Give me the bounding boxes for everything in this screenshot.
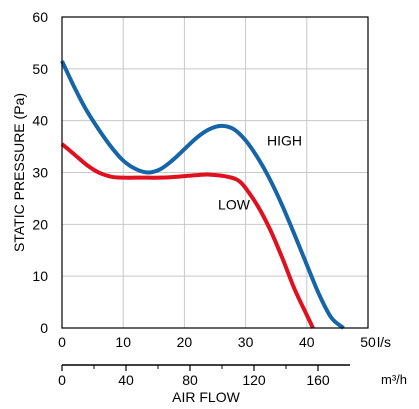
y-tick-label: 20 [32, 216, 48, 232]
x-axis-tick-labels: 0 10 20 30 40 50 [58, 334, 376, 350]
y-tick-label: 30 [32, 165, 48, 181]
annotation-low: LOW [218, 197, 251, 213]
y-tick-label: 60 [32, 9, 48, 25]
x2-tick-label: 160 [306, 372, 330, 388]
x2-tick-label: 80 [182, 372, 198, 388]
y-tick-label: 0 [40, 320, 48, 336]
secondary-x-axis-ticks: 0 40 80 120 160 [58, 365, 330, 388]
series-line-low [60, 142, 315, 329]
series-line-high [60, 60, 345, 330]
grid-lines [61, 16, 369, 329]
x-tick-label: 30 [238, 334, 254, 350]
secondary-x-axis-unit-label: m³/h [381, 372, 407, 387]
x-tick-label: 40 [299, 334, 315, 350]
x2-tick-label: 40 [118, 372, 134, 388]
annotation-high: HIGH [267, 132, 302, 148]
x2-tick-label: 0 [58, 372, 66, 388]
x2-tick-label: 120 [242, 372, 266, 388]
y-axis-label: STATIC PRESSURE (Pa) [11, 93, 27, 252]
y-tick-label: 10 [32, 268, 48, 284]
y-tick-label: 40 [32, 113, 48, 129]
series-layer [60, 60, 345, 330]
curve-annotations: HIGH LOW [218, 132, 302, 212]
x-tick-label: 10 [115, 334, 131, 350]
x-tick-label: 0 [58, 334, 66, 350]
x-axis-label: AIR FLOW [172, 389, 240, 405]
plot-frame [61, 16, 369, 329]
x-axis-unit-label: l/s [377, 334, 391, 350]
x-tick-label: 20 [177, 334, 193, 350]
x-tick-label: 50 [360, 334, 376, 350]
y-tick-label: 50 [32, 61, 48, 77]
y-axis-tick-labels: 0 10 20 30 40 50 60 [32, 9, 48, 336]
